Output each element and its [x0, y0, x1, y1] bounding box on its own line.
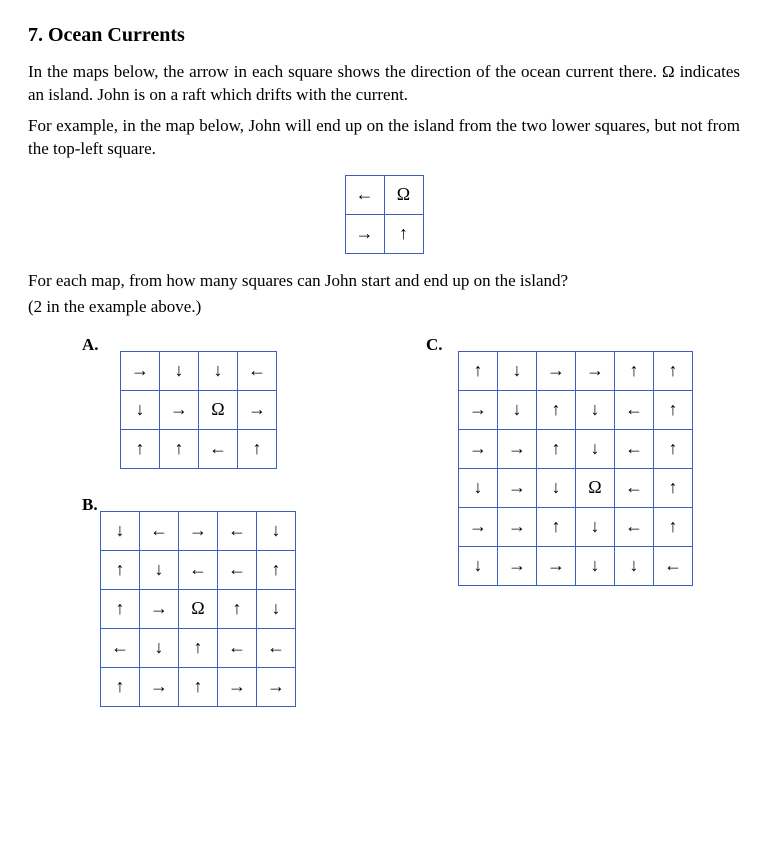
- map-b-cell: ←: [101, 628, 140, 667]
- map-b-cell: ←: [218, 628, 257, 667]
- map-a-cell: ↓: [160, 351, 199, 390]
- map-b-cell: ←: [218, 550, 257, 589]
- map-c-cell: →: [498, 546, 537, 585]
- map-c-cell: ↓: [498, 390, 537, 429]
- map-b-cell: ↑: [101, 589, 140, 628]
- example-cell: Ω: [384, 175, 423, 214]
- map-c-cell: ↓: [576, 546, 615, 585]
- map-a-grid: →↓↓←↓→Ω→↑↑←↑: [120, 351, 277, 469]
- map-a-cell: ←: [199, 429, 238, 468]
- map-c-cell: Ω: [576, 468, 615, 507]
- map-b-cell: →: [140, 667, 179, 706]
- map-b-cell: ←: [140, 511, 179, 550]
- intro-paragraph-2: For example, in the map below, John will…: [28, 115, 740, 161]
- example-grid: ←Ω→↑: [345, 175, 424, 254]
- map-c-cell: →: [498, 507, 537, 546]
- map-c-cell: ←: [615, 390, 654, 429]
- map-b-cell: ↓: [101, 511, 140, 550]
- map-a-cell: Ω: [199, 390, 238, 429]
- map-c-cell: ↑: [537, 507, 576, 546]
- map-c-cell: →: [537, 351, 576, 390]
- map-c-cell: →: [498, 468, 537, 507]
- map-b-cell: →: [140, 589, 179, 628]
- map-c-cell: ↑: [615, 351, 654, 390]
- map-c-cell: ↓: [615, 546, 654, 585]
- question-subnote: (2 in the example above.): [28, 297, 740, 317]
- map-b-cell: ←: [218, 511, 257, 550]
- map-c-cell: ←: [615, 429, 654, 468]
- map-a-cell: ↓: [199, 351, 238, 390]
- map-b-cell: ↑: [101, 550, 140, 589]
- map-b-grid: ↓←→←↓↑↓←←↑↑→Ω↑↓←↓↑←←↑→↑→→: [100, 511, 296, 707]
- map-a-cell: ↑: [121, 429, 160, 468]
- map-c-cell: →: [498, 429, 537, 468]
- map-b-cell: ↓: [257, 589, 296, 628]
- map-b-cell: ↓: [140, 550, 179, 589]
- map-c-cell: ↑: [654, 429, 693, 468]
- map-a-container: →↓↓←↓→Ω→↑↑←↑: [120, 351, 277, 469]
- map-a-cell: →: [160, 390, 199, 429]
- map-a-cell: ↑: [160, 429, 199, 468]
- map-c-cell: →: [576, 351, 615, 390]
- map-c-cell: ↓: [459, 468, 498, 507]
- map-c-cell: ↓: [576, 390, 615, 429]
- map-c-cell: ↑: [537, 429, 576, 468]
- example-grid-container: ←Ω→↑: [28, 175, 740, 254]
- map-a-cell: ↓: [121, 390, 160, 429]
- map-label-b: B.: [82, 495, 98, 515]
- example-cell: →: [345, 214, 384, 253]
- map-c-cell: ↑: [654, 351, 693, 390]
- map-b-cell: Ω: [179, 589, 218, 628]
- map-b-cell: ↑: [218, 589, 257, 628]
- map-label-a: A.: [82, 335, 99, 355]
- map-b-cell: ↑: [179, 628, 218, 667]
- map-c-cell: ↑: [537, 390, 576, 429]
- map-c-cell: ←: [615, 507, 654, 546]
- map-c-cell: →: [459, 429, 498, 468]
- maps-area: A. →↓↓←↓→Ω→↑↑←↑ B. ↓←→←↓↑↓←←↑↑→Ω↑↓←↓↑←←↑…: [28, 335, 740, 765]
- map-c-cell: ↑: [459, 351, 498, 390]
- map-b-cell: ↓: [140, 628, 179, 667]
- map-c-cell: ↑: [654, 390, 693, 429]
- question-text: For each map, from how many squares can …: [28, 270, 740, 293]
- map-a-cell: ←: [238, 351, 277, 390]
- map-b-cell: ←: [257, 628, 296, 667]
- map-b-cell: ↓: [257, 511, 296, 550]
- map-a-cell: →: [238, 390, 277, 429]
- map-b-cell: ↑: [101, 667, 140, 706]
- map-c-cell: ←: [615, 468, 654, 507]
- map-b-cell: →: [179, 511, 218, 550]
- map-b-cell: ↑: [179, 667, 218, 706]
- map-a-cell: →: [121, 351, 160, 390]
- map-c-cell: ↓: [537, 468, 576, 507]
- map-b-cell: →: [218, 667, 257, 706]
- map-b-cell: →: [257, 667, 296, 706]
- map-label-c: C.: [426, 335, 443, 355]
- map-c-cell: →: [459, 390, 498, 429]
- problem-title: 7. Ocean Currents: [28, 24, 740, 47]
- map-c-cell: ↓: [576, 429, 615, 468]
- map-c-container: ↑↓→→↑↑→↓↑↓←↑→→↑↓←↑↓→↓Ω←↑→→↑↓←↑↓→→↓↓←: [458, 351, 693, 586]
- intro-paragraph-1: In the maps below, the arrow in each squ…: [28, 61, 740, 107]
- map-b-cell: ↑: [257, 550, 296, 589]
- map-c-cell: →: [459, 507, 498, 546]
- map-c-cell: ↑: [654, 468, 693, 507]
- map-c-cell: ↓: [576, 507, 615, 546]
- map-c-cell: ↓: [459, 546, 498, 585]
- map-b-container: ↓←→←↓↑↓←←↑↑→Ω↑↓←↓↑←←↑→↑→→: [100, 511, 296, 707]
- map-c-grid: ↑↓→→↑↑→↓↑↓←↑→→↑↓←↑↓→↓Ω←↑→→↑↓←↑↓→→↓↓←: [458, 351, 693, 586]
- example-cell: ↑: [384, 214, 423, 253]
- example-cell: ←: [345, 175, 384, 214]
- page: 7. Ocean Currents In the maps below, the…: [0, 0, 768, 793]
- map-a-cell: ↑: [238, 429, 277, 468]
- map-c-cell: ←: [654, 546, 693, 585]
- map-c-cell: ↑: [654, 507, 693, 546]
- map-c-cell: ↓: [498, 351, 537, 390]
- map-b-cell: ←: [179, 550, 218, 589]
- map-c-cell: →: [537, 546, 576, 585]
